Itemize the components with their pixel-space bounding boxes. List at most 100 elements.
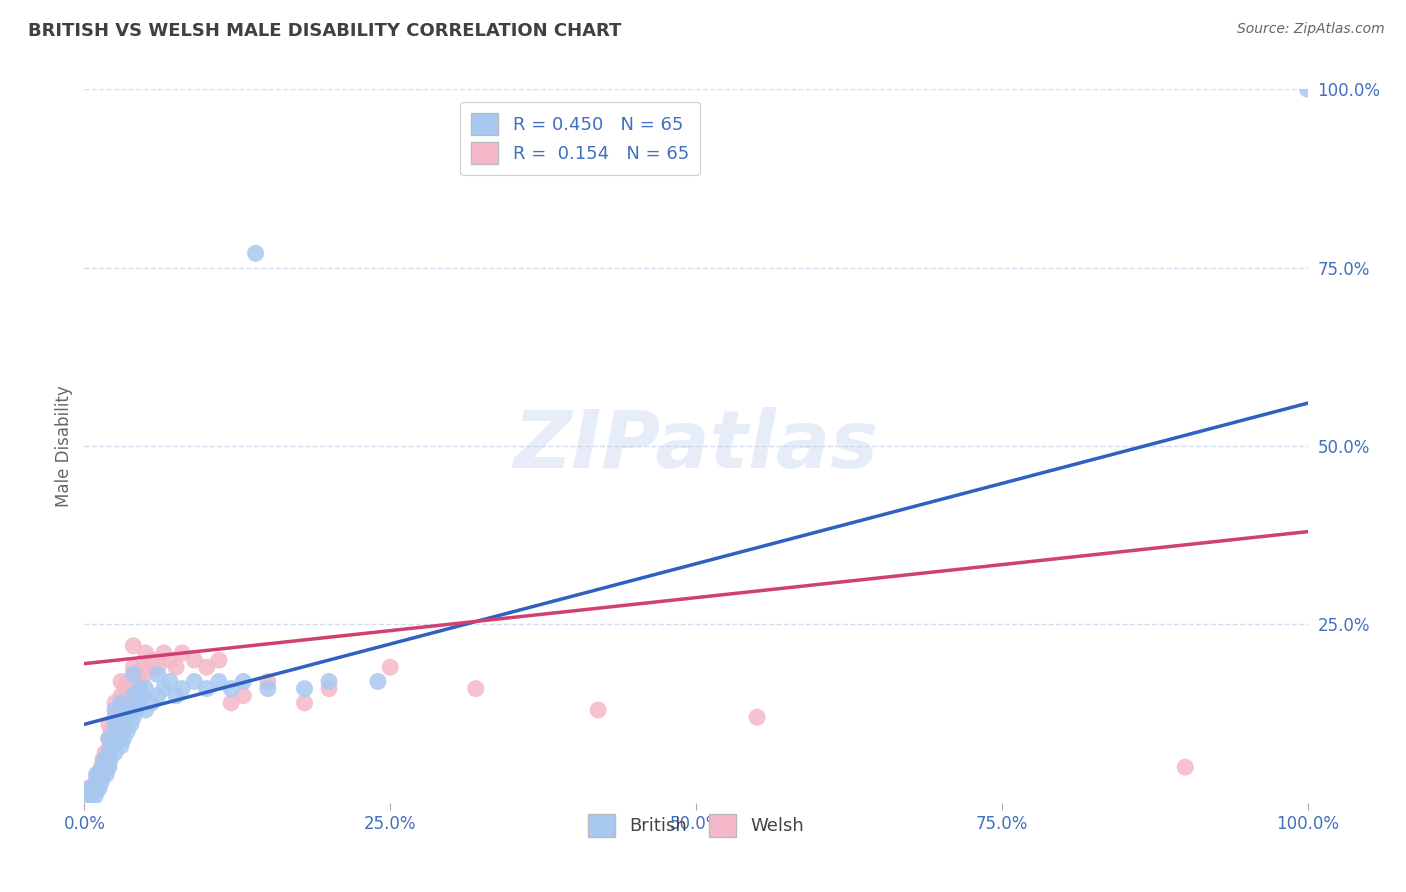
- Point: [84, 781, 107, 796]
- Point: [219, 681, 242, 696]
- Point: [294, 681, 316, 696]
- Point: [90, 760, 112, 774]
- Point: [125, 667, 148, 681]
- Point: [153, 681, 176, 696]
- Point: [153, 646, 176, 660]
- Point: [128, 674, 150, 689]
- Point: [115, 703, 138, 717]
- Point: [128, 696, 150, 710]
- Point: [195, 681, 218, 696]
- Point: [245, 246, 267, 260]
- Point: [1174, 760, 1197, 774]
- Point: [104, 731, 127, 746]
- Point: [91, 760, 114, 774]
- Point: [195, 660, 218, 674]
- Text: ZIPatlas: ZIPatlas: [513, 407, 879, 485]
- Point: [104, 710, 127, 724]
- Point: [89, 767, 111, 781]
- Point: [83, 785, 105, 799]
- Point: [120, 689, 142, 703]
- Text: BRITISH VS WELSH MALE DISABILITY CORRELATION CHART: BRITISH VS WELSH MALE DISABILITY CORRELA…: [28, 22, 621, 40]
- Point: [94, 746, 117, 760]
- Point: [91, 767, 114, 781]
- Point: [122, 681, 145, 696]
- Point: [98, 753, 121, 767]
- Point: [87, 767, 110, 781]
- Point: [159, 674, 181, 689]
- Point: [232, 674, 254, 689]
- Point: [97, 746, 120, 760]
- Point: [98, 739, 121, 753]
- Point: [183, 653, 205, 667]
- Point: [110, 739, 132, 753]
- Point: [146, 660, 169, 674]
- Y-axis label: Male Disability: Male Disability: [55, 385, 73, 507]
- Point: [84, 789, 107, 803]
- Point: [87, 778, 110, 792]
- Point: [146, 667, 169, 681]
- Point: [380, 660, 402, 674]
- Point: [1296, 82, 1319, 96]
- Point: [110, 717, 132, 731]
- Point: [165, 689, 187, 703]
- Point: [115, 696, 138, 710]
- Point: [97, 717, 120, 731]
- Point: [110, 696, 132, 710]
- Point: [318, 674, 340, 689]
- Point: [135, 681, 157, 696]
- Point: [257, 681, 280, 696]
- Point: [104, 731, 127, 746]
- Point: [87, 781, 110, 796]
- Point: [97, 731, 120, 746]
- Point: [96, 753, 118, 767]
- Point: [208, 674, 231, 689]
- Point: [86, 778, 108, 792]
- Point: [80, 785, 103, 799]
- Point: [96, 767, 118, 781]
- Point: [110, 674, 132, 689]
- Point: [97, 760, 120, 774]
- Point: [208, 653, 231, 667]
- Point: [86, 771, 108, 785]
- Point: [97, 731, 120, 746]
- Point: [79, 781, 101, 796]
- Point: [105, 703, 128, 717]
- Point: [104, 717, 127, 731]
- Text: Source: ZipAtlas.com: Source: ZipAtlas.com: [1237, 22, 1385, 37]
- Point: [86, 767, 108, 781]
- Point: [135, 703, 157, 717]
- Point: [77, 789, 100, 803]
- Point: [105, 724, 128, 739]
- Point: [93, 760, 115, 774]
- Point: [97, 753, 120, 767]
- Point: [146, 689, 169, 703]
- Point: [77, 781, 100, 796]
- Point: [172, 646, 194, 660]
- Point: [257, 674, 280, 689]
- Point: [97, 760, 120, 774]
- Point: [747, 710, 769, 724]
- Point: [80, 789, 103, 803]
- Point: [91, 753, 114, 767]
- Point: [105, 724, 128, 739]
- Point: [91, 767, 114, 781]
- Point: [86, 774, 108, 789]
- Point: [172, 681, 194, 696]
- Point: [87, 774, 110, 789]
- Point: [90, 774, 112, 789]
- Point: [82, 781, 104, 796]
- Point: [159, 653, 181, 667]
- Point: [114, 681, 136, 696]
- Point: [132, 660, 155, 674]
- Point: [100, 739, 122, 753]
- Point: [97, 746, 120, 760]
- Point: [115, 674, 138, 689]
- Point: [294, 696, 316, 710]
- Point: [122, 689, 145, 703]
- Point: [112, 703, 135, 717]
- Point: [100, 724, 122, 739]
- Point: [128, 681, 150, 696]
- Point: [122, 710, 145, 724]
- Point: [79, 785, 101, 799]
- Point: [89, 771, 111, 785]
